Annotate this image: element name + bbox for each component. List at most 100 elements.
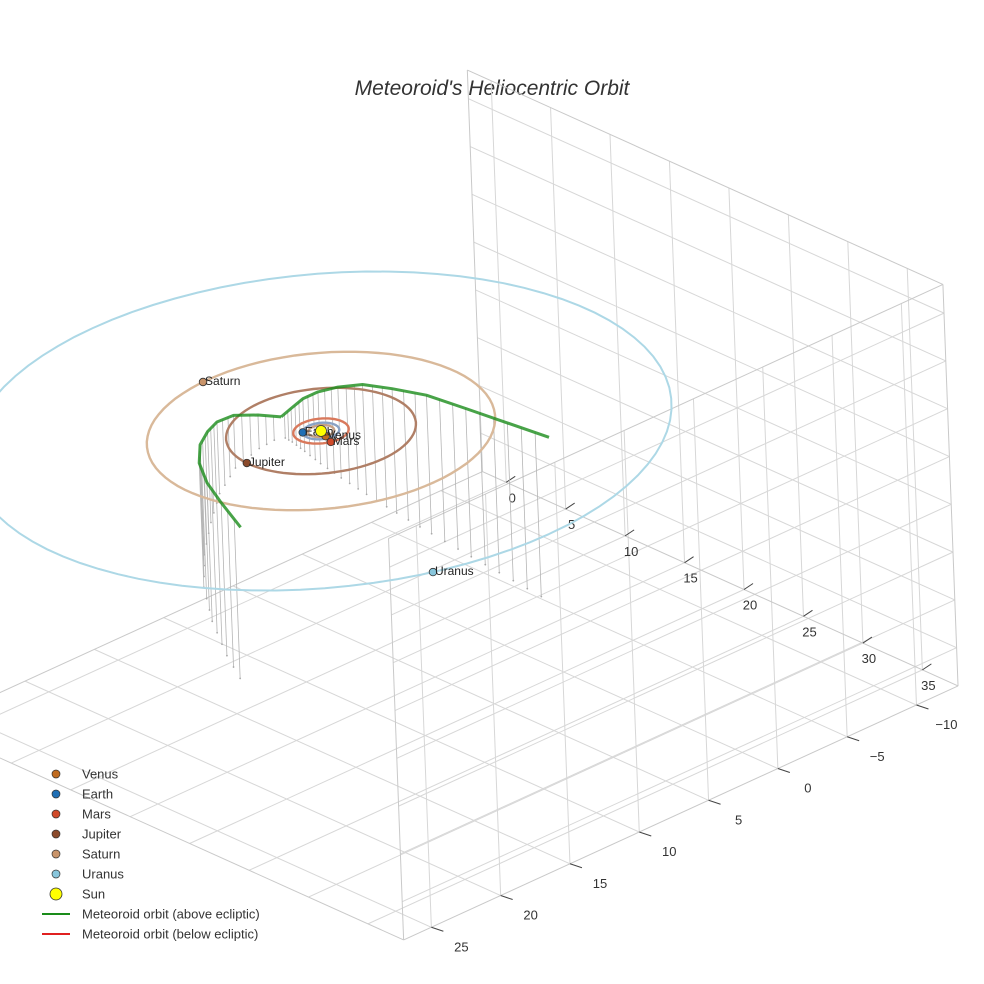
legend-item: Earth xyxy=(51,787,113,802)
drop-foot xyxy=(319,462,322,465)
drop-line xyxy=(198,463,205,588)
legend-item: Meteoroid orbit (below ecliptic) xyxy=(42,927,258,942)
drop-foot xyxy=(498,571,501,574)
drop-foot xyxy=(239,677,242,680)
drop-foot xyxy=(221,643,223,646)
drop-line xyxy=(210,428,215,513)
drop-line xyxy=(391,388,398,514)
drop-foot xyxy=(295,444,298,447)
floor-grid-y xyxy=(440,490,917,706)
legend-label: Saturn xyxy=(82,847,120,862)
orbit-jupiter xyxy=(224,386,418,476)
drop-foot xyxy=(303,450,306,453)
wall-grid-z xyxy=(391,360,947,616)
drop-foot xyxy=(210,521,212,524)
drop-foot xyxy=(216,631,219,634)
floor-grid-x xyxy=(0,481,507,715)
drop-foot xyxy=(484,563,487,566)
drop-foot xyxy=(284,437,287,439)
drop-foot xyxy=(526,587,529,590)
drop-line xyxy=(206,482,213,622)
floor-grid-x xyxy=(189,589,745,844)
planet-uranus-label: Uranus xyxy=(435,564,474,578)
x-tick-label: 5 xyxy=(568,517,575,532)
meteoroid-orbit xyxy=(197,383,550,529)
drop-foot xyxy=(232,666,235,668)
legend-marker xyxy=(51,869,61,879)
wall-grid-z xyxy=(392,408,948,664)
planet-uranus-marker xyxy=(428,567,438,577)
drop-foot xyxy=(218,492,221,495)
drop-line xyxy=(216,496,223,645)
side-grid-x xyxy=(787,214,804,617)
y-tick-label: 0 xyxy=(804,781,811,796)
drop-line xyxy=(493,418,500,573)
drop-foot xyxy=(208,609,211,611)
floor-grid-x xyxy=(248,615,804,871)
drop-foot xyxy=(326,467,329,470)
legend-item: Jupiter xyxy=(51,827,122,842)
floor-grid-x xyxy=(70,535,626,791)
y-tick-mark xyxy=(639,831,652,837)
side-grid-x xyxy=(609,134,626,536)
drop-line xyxy=(290,408,293,443)
meteoroid-track-above xyxy=(280,383,550,439)
legend-marker xyxy=(51,789,61,799)
box-edge xyxy=(466,70,483,472)
drop-line xyxy=(233,415,236,469)
drop-line xyxy=(345,386,351,484)
drop-line xyxy=(233,519,241,679)
drop-foot xyxy=(540,595,543,598)
drop-line xyxy=(207,431,212,523)
drop-line xyxy=(403,390,409,520)
legend: Venus Earth Mars Jupiter Saturn Uranus Sun Mete… xyxy=(42,767,260,942)
drop-foot xyxy=(205,597,208,600)
drop-foot xyxy=(229,475,232,478)
wall-grid-z xyxy=(400,599,956,855)
drop-line xyxy=(283,414,286,439)
drop-line xyxy=(199,456,205,577)
legend-label: Jupiter xyxy=(82,827,122,842)
wall-grid-y xyxy=(762,366,779,769)
legend-item: Venus xyxy=(51,767,119,782)
drop-foot xyxy=(443,540,446,543)
drop-line xyxy=(534,432,542,597)
wall-grid-z xyxy=(398,551,954,807)
floor-grid-y xyxy=(163,617,640,833)
drop-line xyxy=(439,399,446,542)
legend-item: Meteoroid orbit (above ecliptic) xyxy=(42,907,260,922)
y-tick-mark xyxy=(777,768,791,773)
y-tick-mark xyxy=(916,704,929,710)
y-tick-label: 10 xyxy=(662,844,676,859)
drop-foot xyxy=(419,525,421,528)
box-edge xyxy=(0,757,404,941)
legend-label: Meteoroid orbit (below ecliptic) xyxy=(82,927,258,942)
drop-foot xyxy=(291,441,294,443)
x-tick-label: 10 xyxy=(624,544,638,559)
x-tick-label: 30 xyxy=(862,651,876,666)
legend-label: Earth xyxy=(82,787,113,802)
drop-line xyxy=(381,387,388,507)
drop-foot xyxy=(407,519,410,521)
drop-foot xyxy=(211,620,214,623)
planet-mars-label: Mars xyxy=(333,434,360,448)
side-grid-z xyxy=(480,432,957,649)
x-tick-mark xyxy=(565,502,575,510)
x-tick-label: 15 xyxy=(683,571,697,586)
side-grid-x xyxy=(906,268,923,670)
y-tick-label: 20 xyxy=(523,908,537,923)
drop-foot xyxy=(365,493,368,496)
drop-foot xyxy=(470,555,473,558)
sun-marker xyxy=(315,425,327,437)
x-tick-mark xyxy=(862,636,873,644)
drop-foot xyxy=(395,512,398,514)
drop-foot xyxy=(234,467,237,469)
drop-foot xyxy=(430,532,433,535)
y-tick-mark xyxy=(708,799,721,805)
drop-line xyxy=(213,425,218,504)
drop-line xyxy=(414,393,421,527)
legend-marker xyxy=(51,809,61,819)
x-tick-label: 0 xyxy=(509,490,516,505)
